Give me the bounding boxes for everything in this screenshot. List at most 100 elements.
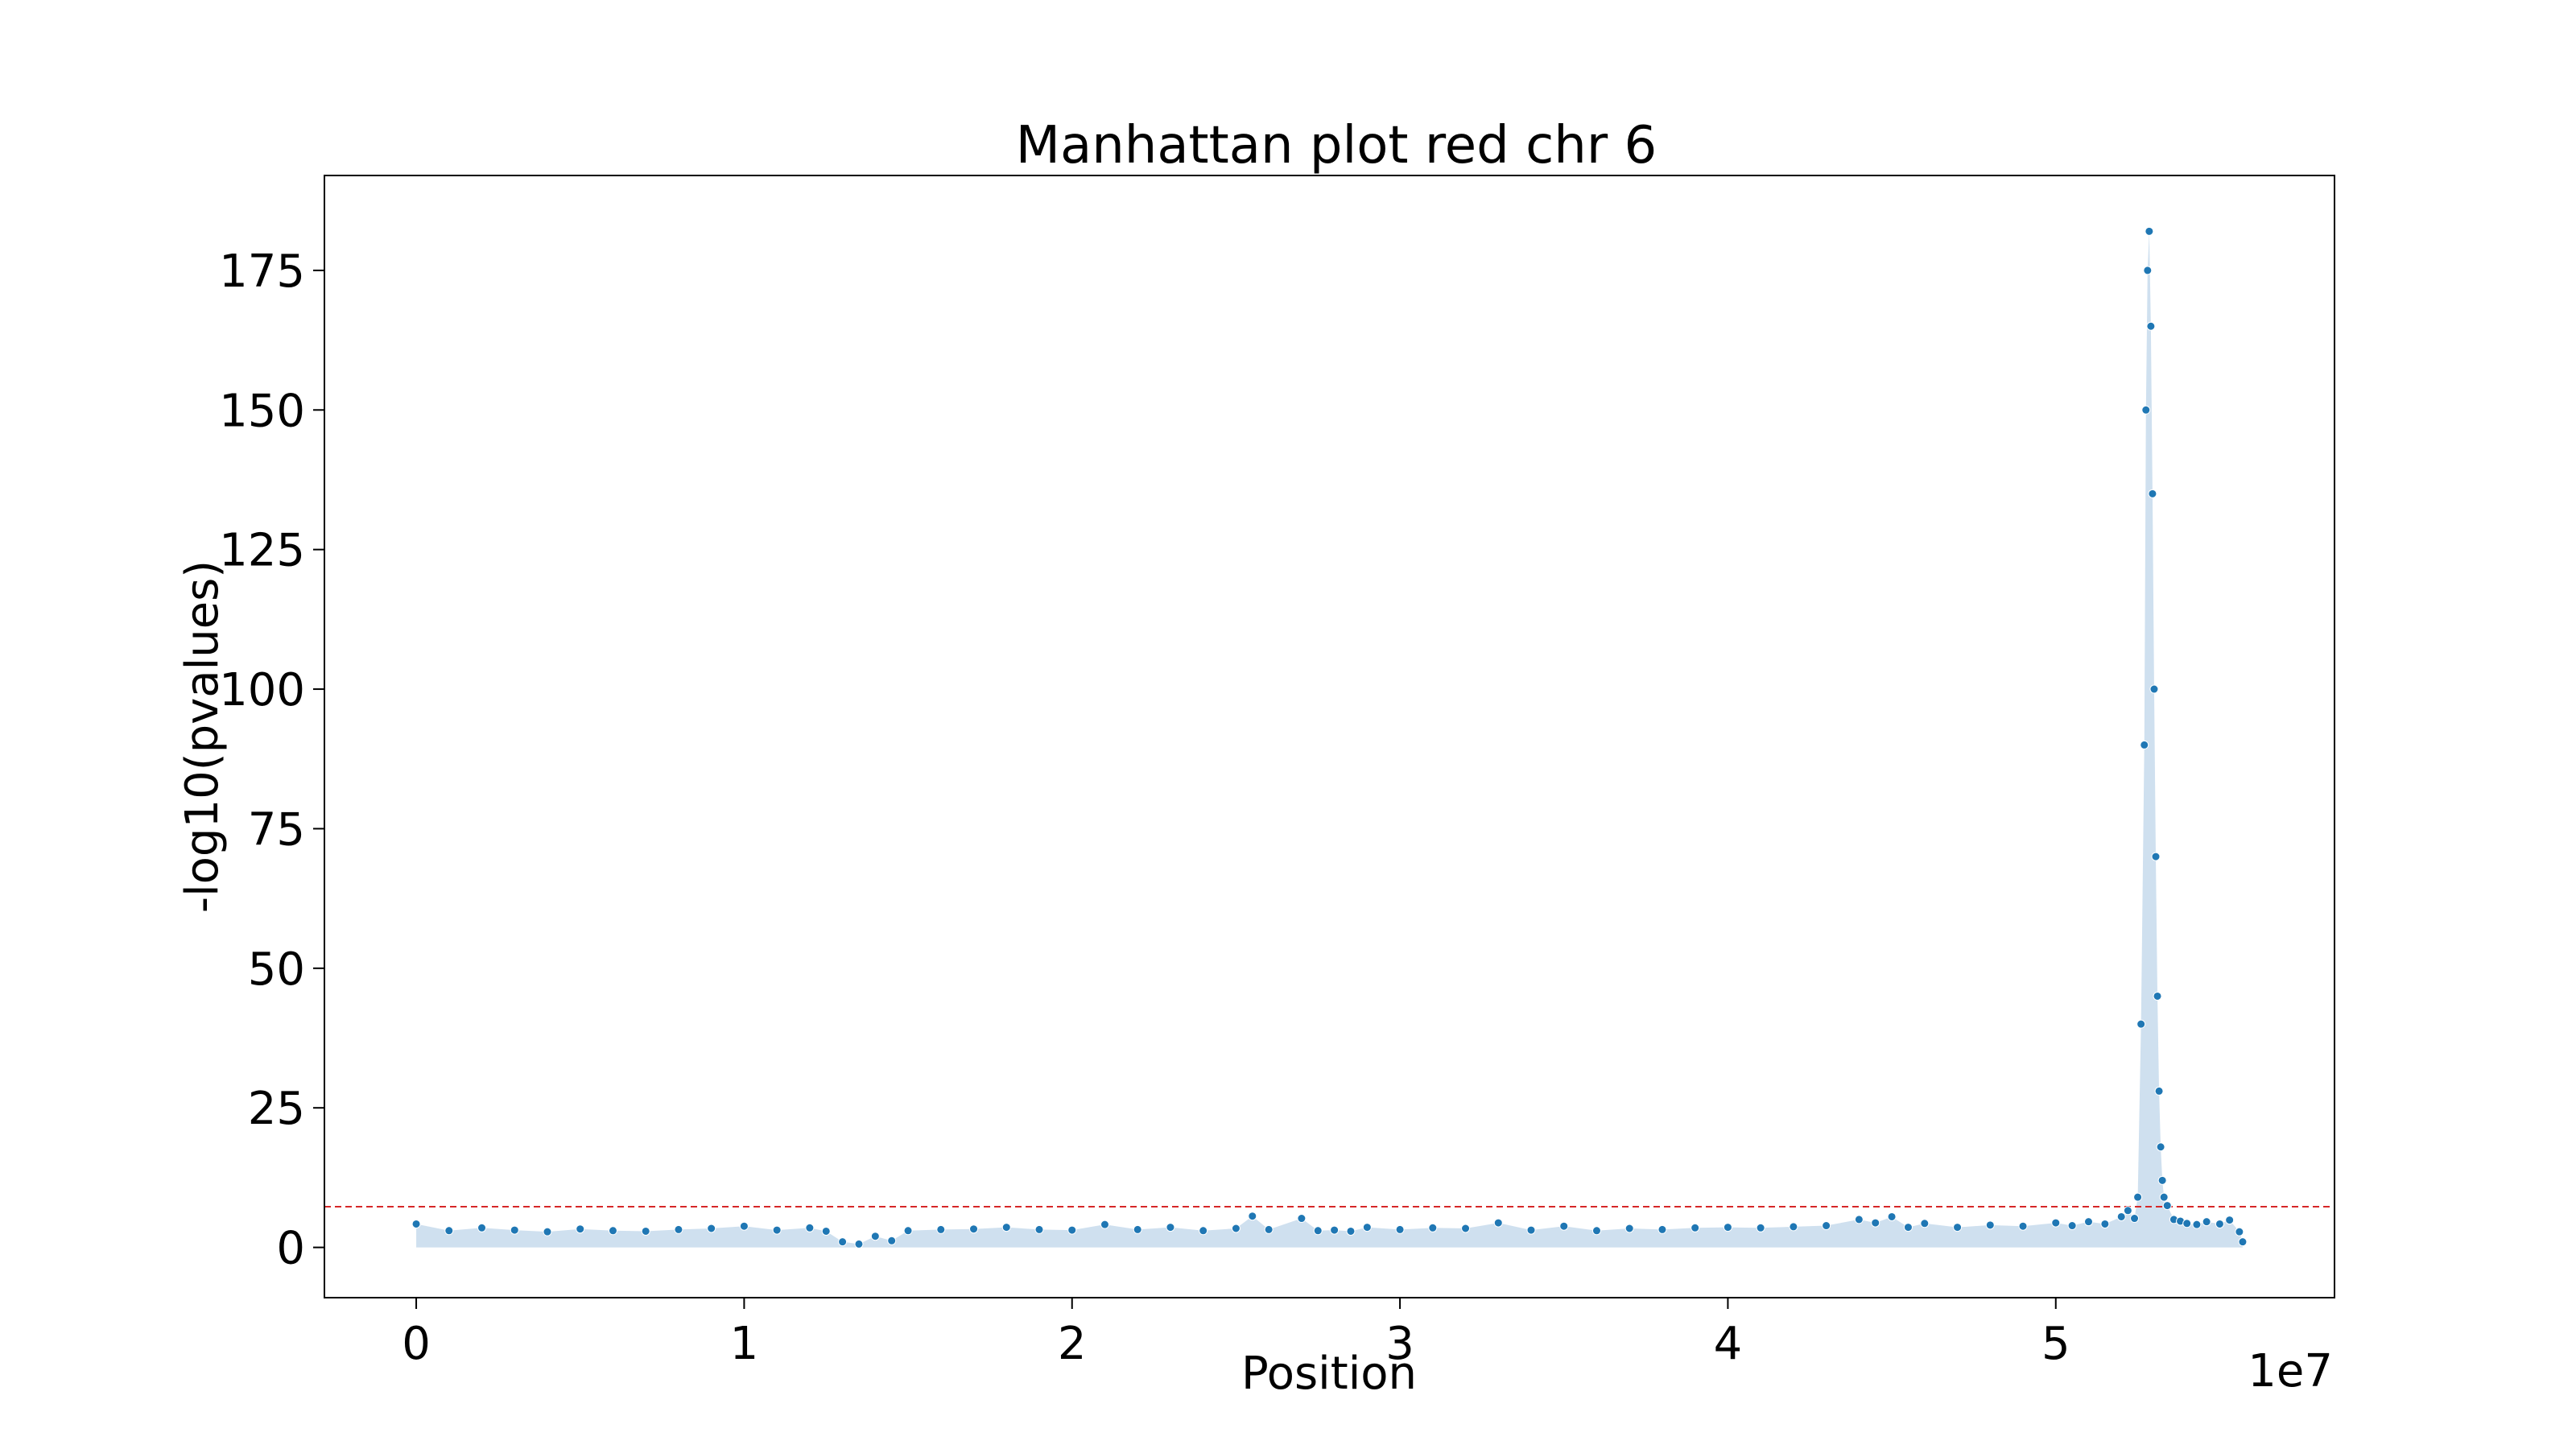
data-point xyxy=(2182,1219,2192,1228)
data-point xyxy=(887,1236,897,1245)
data-point xyxy=(1330,1225,1340,1235)
data-point xyxy=(1789,1222,1798,1232)
data-point xyxy=(1559,1221,1569,1231)
data-point xyxy=(1166,1223,1175,1232)
data-point xyxy=(1264,1224,1274,1234)
x-tick-label: 2 xyxy=(1058,1318,1087,1370)
plot-frame xyxy=(324,175,2335,1298)
data-point xyxy=(1034,1224,1044,1234)
data-point xyxy=(1690,1223,1700,1232)
data-point xyxy=(1854,1215,1864,1224)
data-point xyxy=(1461,1224,1471,1233)
data-point xyxy=(2133,1192,2143,1202)
data-point xyxy=(1395,1224,1405,1234)
y-tick-label: 100 xyxy=(219,664,305,716)
data-point xyxy=(1133,1224,1142,1234)
data-point xyxy=(2100,1219,2110,1228)
data-point xyxy=(2051,1218,2061,1228)
data-point xyxy=(2154,1086,2164,1096)
y-tick-label: 0 xyxy=(276,1223,305,1275)
data-point xyxy=(870,1232,880,1241)
data-point xyxy=(1723,1223,1732,1232)
data-point xyxy=(1067,1225,1077,1235)
data-point xyxy=(2067,1221,2077,1231)
data-point xyxy=(854,1239,864,1249)
data-point xyxy=(2123,1206,2132,1216)
data-point xyxy=(1887,1212,1897,1221)
data-point xyxy=(674,1224,683,1234)
data-point xyxy=(444,1226,454,1236)
data-point xyxy=(2162,1201,2172,1211)
data-point xyxy=(2153,991,2162,1001)
data-point xyxy=(1248,1212,1257,1221)
y-tick-label: 75 xyxy=(248,803,305,856)
x-tick-label: 5 xyxy=(2041,1318,2070,1370)
data-point xyxy=(2156,1142,2165,1152)
density-area xyxy=(416,231,2243,1248)
data-point xyxy=(1100,1220,1109,1229)
data-point xyxy=(2148,489,2157,498)
data-point xyxy=(2145,226,2154,236)
data-point xyxy=(2192,1220,2202,1229)
x-tick-label: 1 xyxy=(730,1318,759,1370)
y-tick-label: 175 xyxy=(219,246,305,298)
data-point xyxy=(1297,1214,1307,1224)
data-point xyxy=(1231,1224,1241,1233)
data-point xyxy=(2116,1212,2126,1221)
data-point xyxy=(2159,1192,2169,1202)
data-point xyxy=(641,1226,650,1236)
chart-title: Manhattan plot red chr 6 xyxy=(1016,116,1657,175)
data-point xyxy=(1001,1223,1011,1232)
data-point xyxy=(936,1224,946,1234)
data-point xyxy=(2141,405,2151,415)
data-point xyxy=(1871,1218,1880,1228)
y-tick-label: 25 xyxy=(248,1083,305,1135)
data-point xyxy=(510,1225,519,1235)
y-tick-label: 150 xyxy=(219,385,305,437)
data-point xyxy=(1313,1226,1323,1236)
data-point xyxy=(1822,1221,1831,1231)
data-point xyxy=(1756,1223,1765,1232)
data-point xyxy=(1657,1224,1667,1234)
data-point xyxy=(2130,1214,2140,1224)
data-point xyxy=(805,1223,815,1232)
data-point xyxy=(2143,266,2153,275)
x-tick-label: 3 xyxy=(1385,1318,1414,1370)
data-point xyxy=(1953,1223,1963,1232)
y-tick-label: 125 xyxy=(219,525,305,577)
data-point xyxy=(821,1226,831,1236)
x-tick-label: 0 xyxy=(402,1318,431,1370)
data-point xyxy=(1199,1226,1208,1236)
data-point xyxy=(2235,1227,2244,1236)
data-point xyxy=(1985,1220,1995,1230)
data-point xyxy=(2238,1237,2248,1247)
data-point xyxy=(576,1224,585,1234)
data-point xyxy=(969,1224,979,1234)
data-point xyxy=(477,1223,487,1232)
data-point xyxy=(2149,684,2159,694)
density-fill xyxy=(416,231,2243,1248)
y-axis: 0 25 50 75 100 125 150 175 xyxy=(219,246,324,1275)
data-point xyxy=(1624,1224,1634,1233)
data-point xyxy=(1920,1219,1930,1228)
data-point xyxy=(2146,321,2156,331)
data-point xyxy=(772,1225,782,1235)
data-point xyxy=(2136,1019,2146,1029)
data-point xyxy=(838,1237,848,1247)
data-points xyxy=(411,226,2248,1249)
data-point xyxy=(543,1227,552,1236)
data-point xyxy=(2083,1217,2093,1227)
x-axis-label: Position xyxy=(1241,1348,1417,1400)
data-point xyxy=(411,1219,421,1228)
data-point xyxy=(2151,852,2161,861)
data-point xyxy=(1903,1223,1913,1232)
data-point xyxy=(2018,1221,2028,1231)
plot-area xyxy=(324,175,2335,1298)
data-point xyxy=(1428,1223,1438,1232)
x-tick-label: 4 xyxy=(1714,1318,1743,1370)
data-point xyxy=(2202,1217,2211,1227)
y-axis-label: -log10(pvalues) xyxy=(176,560,229,913)
data-point xyxy=(2225,1216,2235,1225)
data-point xyxy=(2140,740,2149,749)
